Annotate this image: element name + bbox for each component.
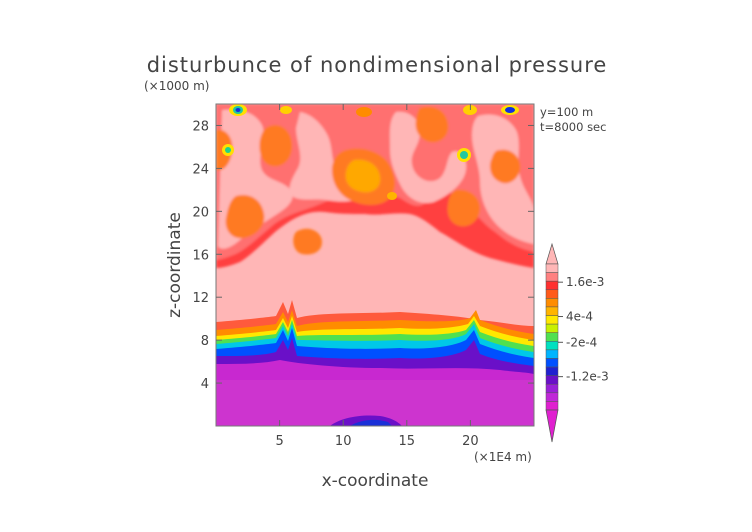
colorbar-swatch	[545, 280, 559, 291]
colorbar-swatch	[545, 358, 559, 368]
colorbar-swatch	[545, 298, 559, 308]
x-tick-label: 20	[462, 434, 479, 449]
colorbar-bottom-arrow	[545, 409, 559, 443]
colorbar-swatch	[545, 349, 559, 359]
hotspots	[222, 104, 519, 200]
colorbar-swatch	[545, 332, 559, 342]
colorbar: 1.6e-3 4e-4 -2e-4 -1.2e-3	[545, 242, 609, 443]
annotation-t: t=8000 sec	[540, 120, 606, 134]
colorbar-swatch	[545, 401, 559, 411]
colorbar-label: 1.6e-3	[566, 275, 604, 289]
y-unit-label: (×1000 m)	[144, 79, 209, 93]
x-tick-label: 15	[399, 434, 416, 449]
annotation-y: y=100 m	[540, 105, 593, 119]
colorbar-swatch	[545, 375, 559, 385]
colorbar-swatch	[545, 366, 559, 376]
y-tick-label: 28	[192, 119, 209, 134]
chart-title: disturbunce of nondimensional pressure	[147, 53, 608, 77]
y-axis-title: z-coordinate	[165, 212, 185, 318]
colorbar-label: -2e-4	[566, 335, 597, 349]
x-tick-label: 5	[275, 434, 283, 449]
y-axis: 4 8 12 16 20 24 28	[192, 119, 534, 392]
y-tick-label: 4	[201, 377, 209, 392]
y-tick-label: 24	[192, 162, 209, 177]
colorbar-swatch	[545, 306, 559, 316]
colorbar-top-arrow	[545, 242, 559, 265]
y-tick-label: 12	[192, 291, 209, 306]
colorbar-swatch	[545, 289, 559, 299]
x-axis: 5 10 15 20	[275, 104, 479, 449]
plot-frame	[215, 103, 535, 427]
colorbar-swatch	[545, 383, 559, 394]
colorbar-swatch	[545, 392, 559, 402]
x-axis-title: x-coordinate	[322, 471, 429, 491]
contour-field	[216, 104, 534, 426]
y-tick-label: 8	[201, 334, 209, 349]
colorbar-label: 4e-4	[566, 310, 593, 324]
y-tick-label: 16	[192, 248, 209, 263]
colorbar-swatch	[545, 323, 559, 333]
x-tick-label: 10	[335, 434, 352, 449]
colorbar-swatch	[545, 263, 559, 273]
colorbar-swatch	[545, 341, 559, 351]
colorbar-label: -1.2e-3	[566, 370, 609, 384]
x-unit-label: (×1E4 m)	[474, 450, 532, 464]
colorbar-swatch	[545, 315, 559, 325]
colorbar-swatch	[545, 272, 559, 282]
y-tick-label: 20	[192, 205, 209, 220]
